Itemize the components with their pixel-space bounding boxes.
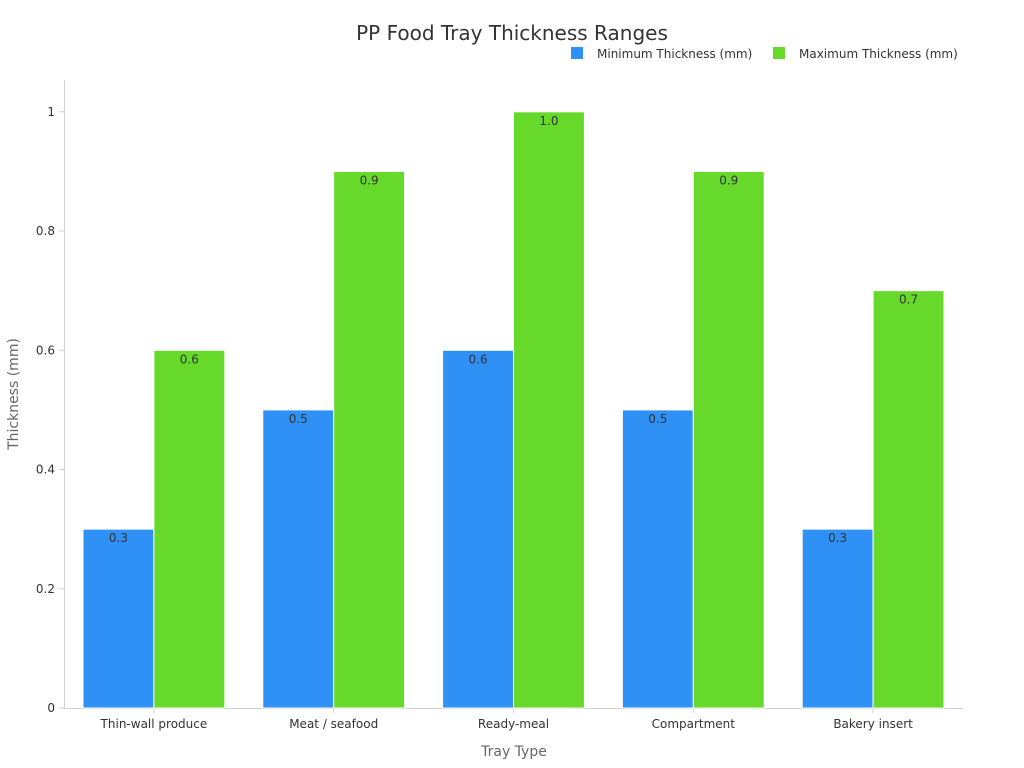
legend: Minimum Thickness (mm) Maximum Thickness… [571, 47, 958, 61]
y-tick-label: 1 [47, 105, 55, 119]
x-tick-label: Ready-meal [478, 717, 549, 731]
y-axis-ticks: 0 0.2 0.4 0.6 0.8 1 [36, 105, 64, 715]
bar-value-label: 0.5 [648, 412, 667, 426]
legend-swatch-minimum [571, 47, 583, 59]
y-axis-title: Thickness (mm) [6, 338, 22, 451]
bar-maximum-2 [513, 111, 585, 709]
bar-value-label: 0.6 [180, 352, 199, 366]
y-tick-label: 0 [47, 701, 55, 715]
bar-labels: 0.3 0.6 0.5 0.9 0.6 1.0 0.5 0.9 0.3 0.7 [109, 114, 918, 545]
bar-value-label: 0.9 [360, 173, 379, 187]
x-tick-label: Meat / seafood [289, 717, 378, 731]
bars [82, 111, 945, 709]
bar-value-label: 1.0 [539, 114, 558, 128]
bar-maximum-3 [692, 170, 765, 709]
y-tick-label: 0.6 [36, 343, 55, 357]
x-tick-label: Bakery insert [833, 717, 913, 731]
bar-minimum-4 [801, 528, 874, 709]
bar-value-label: 0.9 [719, 173, 738, 187]
y-tick-label: 0.2 [36, 582, 55, 596]
bar-value-label: 0.6 [469, 352, 488, 366]
y-tick-label: 0.8 [36, 224, 55, 238]
bar-value-label: 0.5 [289, 412, 308, 426]
bar-value-label: 0.3 [828, 531, 847, 545]
bar-maximum-4 [872, 290, 945, 709]
bar-maximum-0 [153, 349, 226, 709]
bar-minimum-1 [262, 409, 335, 709]
bar-maximum-1 [333, 170, 406, 709]
x-tick-label: Compartment [652, 717, 736, 731]
chart-title: PP Food Tray Thickness Ranges [356, 21, 668, 45]
bar-value-label: 0.3 [109, 531, 128, 545]
bar-minimum-3 [621, 409, 694, 709]
bar-minimum-2 [442, 349, 515, 709]
x-axis-ticks: Thin-wall produce Meat / seafood Ready-mea… [100, 708, 913, 731]
legend-label-minimum: Minimum Thickness (mm) [597, 47, 752, 61]
legend-label-maximum: Maximum Thickness (mm) [799, 47, 958, 61]
y-tick-label: 0.4 [36, 463, 55, 477]
legend-swatch-maximum [773, 47, 785, 59]
x-tick-label: Thin-wall produce [100, 717, 208, 731]
x-axis-title: Tray Type [480, 744, 547, 760]
bar-minimum-0 [82, 528, 155, 709]
bar-value-label: 0.7 [899, 293, 918, 307]
